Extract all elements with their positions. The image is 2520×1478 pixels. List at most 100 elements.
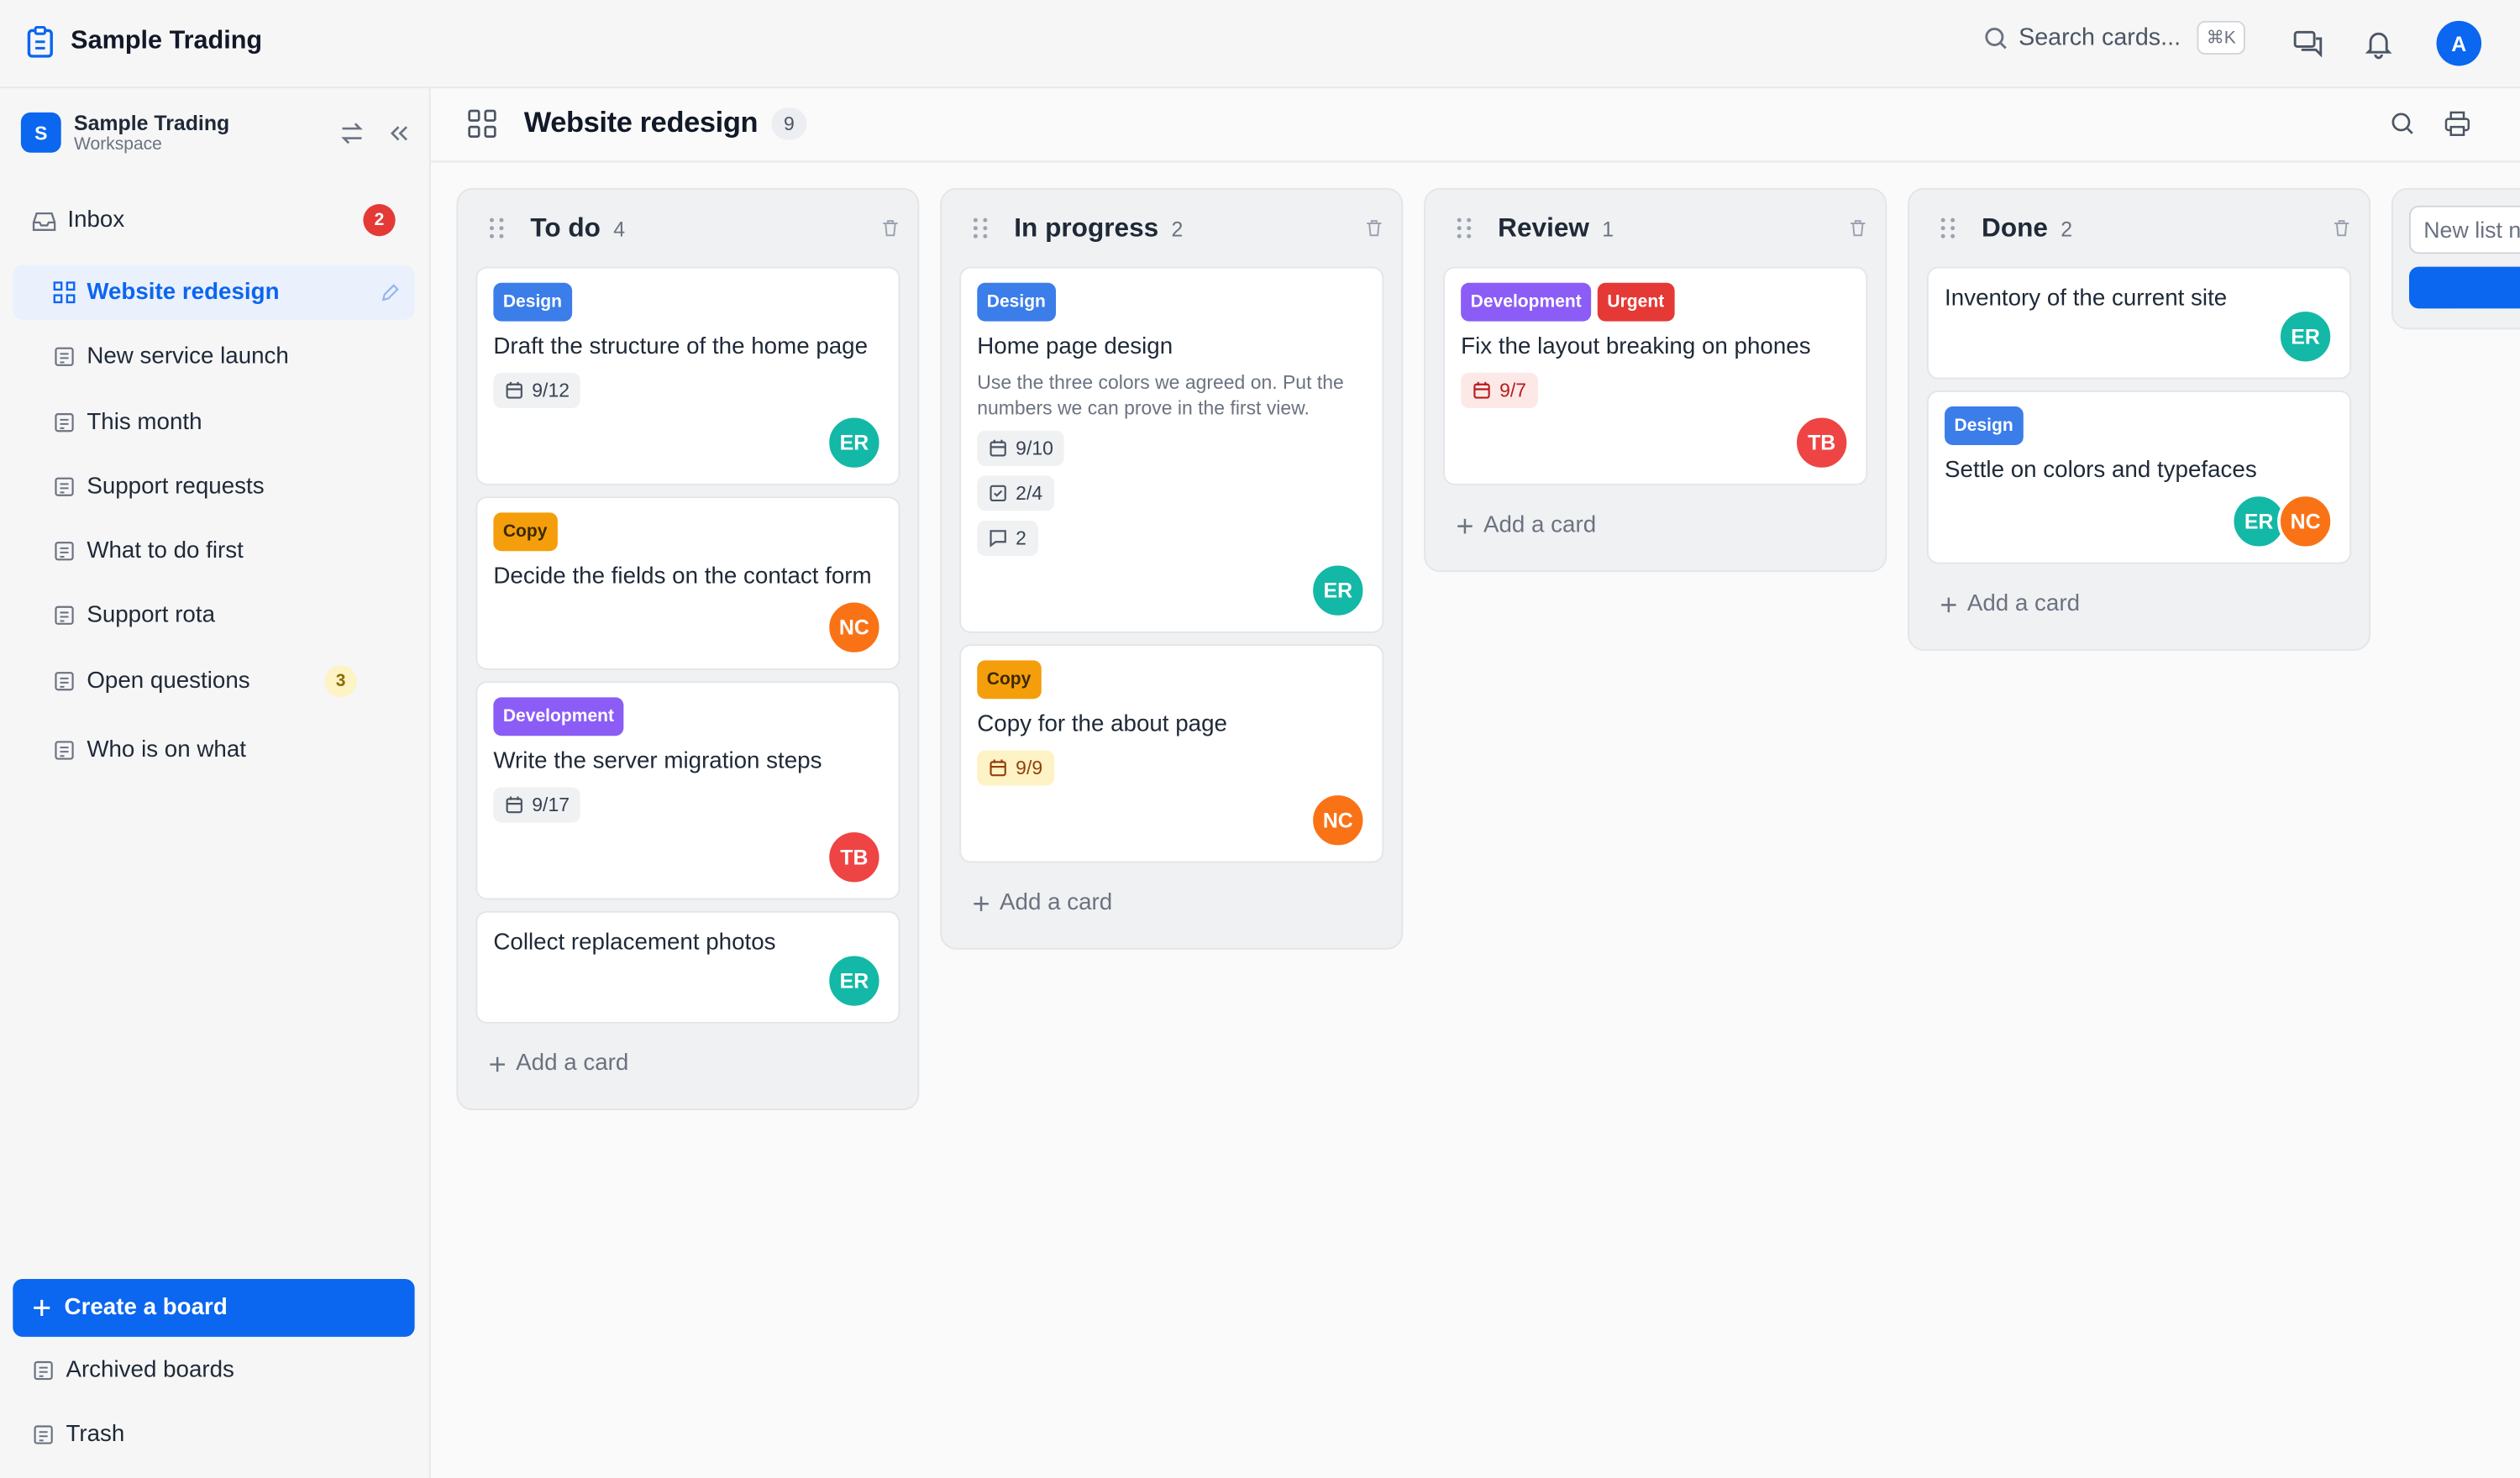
new-list: New list name xyxy=(2391,187,2520,330)
user-avatar[interactable]: A xyxy=(2436,20,2482,66)
nav-badge: 3 xyxy=(324,665,357,698)
delete-list xyxy=(1364,218,1383,238)
card-title: Collect replacement photos xyxy=(493,930,776,957)
nav-footer[interactable]: Trash xyxy=(13,1407,414,1462)
card[interactable]: Design Settle on colors and typefaces ER NC xyxy=(1927,390,2352,564)
notifications-button[interactable] xyxy=(2363,28,2395,60)
nav-footer[interactable]: Archived boards xyxy=(13,1343,414,1397)
card[interactable]: Development Write the server migration st… xyxy=(475,681,900,900)
list-count: 2 xyxy=(1171,216,1184,241)
card-label: Copy xyxy=(977,660,1041,700)
card-members: ER xyxy=(1945,308,2334,365)
card-labels: Design xyxy=(493,282,882,322)
nav-board[interactable]: New service launch xyxy=(13,329,414,384)
create-board-label: Create a board xyxy=(64,1295,228,1321)
card-label: Design xyxy=(493,282,572,322)
plus-icon xyxy=(489,1055,507,1072)
plus-icon xyxy=(973,894,990,912)
new-list-input[interactable]: New list name xyxy=(2408,205,2520,254)
card[interactable]: Development Urgent Fix the layout breaking… xyxy=(1443,266,1868,485)
calendar-icon xyxy=(505,380,524,400)
card-labels: Design xyxy=(977,282,1366,322)
nav-board[interactable]: Support rota xyxy=(13,588,414,642)
card-title: Draft the structure of the home page xyxy=(493,333,869,360)
footer-icon xyxy=(32,1360,55,1382)
chip-row: 2/4 xyxy=(977,466,1366,511)
member-avatar: NC xyxy=(2277,493,2334,550)
card[interactable]: Collect replacement photos ER xyxy=(475,910,900,1024)
collapse-sidebar[interactable] xyxy=(386,120,412,146)
create-board-button[interactable]: Create a board xyxy=(13,1278,415,1337)
switch-workspace[interactable] xyxy=(339,120,365,146)
card[interactable]: Inventory of the current site ER xyxy=(1927,266,2352,380)
comment-icon xyxy=(989,528,1008,548)
card-title: Fix the layout breaking on phones xyxy=(1461,333,1811,360)
card-members: TB xyxy=(493,829,883,886)
card[interactable]: Design Draft the structure of the home pa… xyxy=(475,266,900,485)
edit-icon xyxy=(380,282,401,303)
footer-icon xyxy=(32,1423,55,1446)
app-brand[interactable]: Sample Trading xyxy=(26,25,262,58)
member-avatar: TB xyxy=(826,829,883,886)
due-date: 9/12 xyxy=(493,372,581,408)
list-count: 4 xyxy=(613,216,626,241)
drag-handle xyxy=(1940,217,1956,239)
drag-handle xyxy=(1456,217,1472,239)
delete-list xyxy=(2332,218,2351,238)
list-header: In progress 2 xyxy=(959,190,1383,267)
add-card-label: Add a card xyxy=(1000,889,1113,916)
add-card[interactable]: Add a card xyxy=(959,874,1383,932)
board-print[interactable] xyxy=(2444,111,2470,137)
nav-board[interactable]: This month xyxy=(13,396,414,450)
new-list-button[interactable] xyxy=(2408,266,2520,309)
board-header: Website redesign 9 xyxy=(430,88,2520,163)
nav-board[interactable]: Support requests xyxy=(13,459,414,514)
card[interactable]: Copy Copy for the about page 9/9 NC xyxy=(959,644,1384,863)
nav-inbox[interactable]: Inbox 2 xyxy=(13,193,414,248)
list: In progress 2 Design Home page design Use th… xyxy=(940,187,1404,950)
due-date: 9/10 xyxy=(977,430,1065,466)
card-title: Inventory of the current site xyxy=(1945,286,2228,312)
list-header: Done 2 xyxy=(1927,190,2351,267)
top-bar: Sample Trading Search cards... ⌘K A xyxy=(0,0,2520,89)
member-avatar: ER xyxy=(2230,493,2287,550)
list: Done 2 Inventory of the current site ER Desi… xyxy=(1908,187,2371,651)
due-text: 9/17 xyxy=(532,794,570,816)
search[interactable]: Search cards... ⌘K xyxy=(1983,20,2246,55)
nav-label: Inbox xyxy=(67,207,125,233)
list-title: Done xyxy=(1982,212,2048,242)
check-icon xyxy=(989,484,1008,503)
card-title: Home page design xyxy=(977,333,1173,360)
inbox-badge: 2 xyxy=(363,203,396,237)
sidebar: S Sample Trading Workspace Create a boar… xyxy=(0,88,431,1478)
nav-board[interactable]: Open questions 3 xyxy=(13,654,414,709)
workspace-initial: S xyxy=(20,112,61,153)
plus-icon xyxy=(34,1299,50,1316)
board-icon xyxy=(53,475,76,498)
workspace[interactable]: S Sample Trading Workspace xyxy=(20,111,230,155)
add-card[interactable]: Add a card xyxy=(475,1035,900,1093)
workspace-name: Sample Trading xyxy=(74,111,230,135)
list: Review 1 Development Urgent Fix the layout b… xyxy=(1424,187,1887,573)
add-card[interactable]: Add a card xyxy=(1443,496,1867,554)
board-icon xyxy=(53,604,76,626)
card-label: Urgent xyxy=(1597,282,1674,322)
nav-board[interactable]: What to do first xyxy=(13,524,414,579)
nav-board[interactable]: Who is on what xyxy=(13,723,414,778)
drag-handle xyxy=(489,217,505,239)
member-avatar: NC xyxy=(1310,792,1367,849)
card-title: Copy for the about page xyxy=(977,711,1227,738)
card[interactable]: Design Home page design Use the three colo… xyxy=(959,266,1384,633)
nav-board[interactable]: Website redesign xyxy=(13,265,415,320)
card[interactable]: Copy Decide the fields on the contact for… xyxy=(475,496,900,670)
nav-label: New service launch xyxy=(87,343,289,370)
list-count: 2 xyxy=(2061,216,2073,241)
messages-button[interactable] xyxy=(2292,28,2323,60)
add-card[interactable]: Add a card xyxy=(1927,575,2351,633)
card-members: ER xyxy=(977,562,1367,619)
card-title: Write the server migration steps xyxy=(493,748,822,775)
board-search[interactable] xyxy=(2390,111,2416,137)
list-title: To do xyxy=(530,212,601,242)
